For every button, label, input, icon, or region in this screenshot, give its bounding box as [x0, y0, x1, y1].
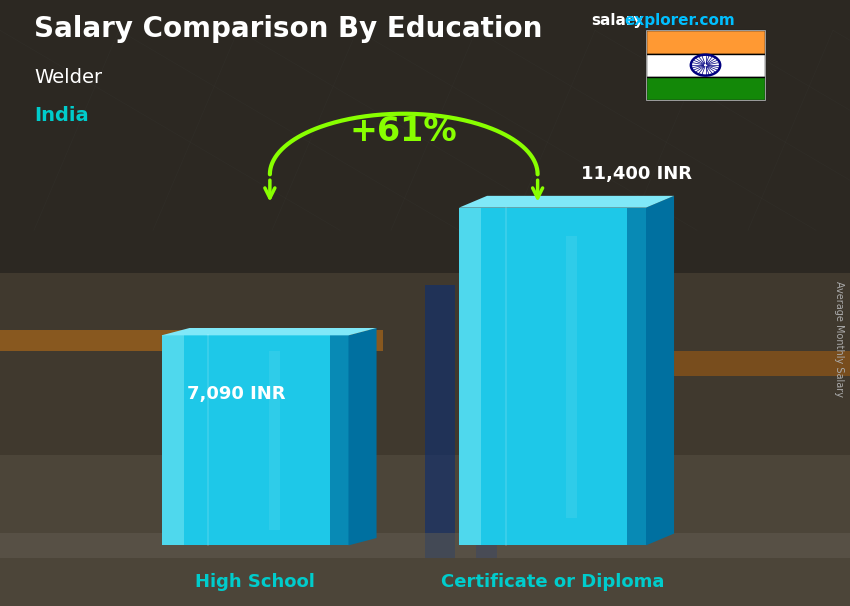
Polygon shape [330, 335, 348, 545]
Text: Average Monthly Salary: Average Monthly Salary [834, 281, 844, 398]
Polygon shape [162, 335, 348, 545]
Text: High School: High School [195, 573, 315, 591]
Text: 11,400 INR: 11,400 INR [581, 165, 692, 184]
Bar [0, 0, 850, 273]
Bar [0, 273, 850, 454]
Bar [612, 351, 850, 376]
Bar [0, 330, 382, 351]
Text: explorer.com: explorer.com [625, 13, 735, 28]
Text: salary: salary [591, 13, 643, 28]
Polygon shape [162, 335, 184, 545]
Bar [0, 454, 850, 606]
Polygon shape [459, 208, 646, 545]
Bar [0, 330, 382, 351]
Text: 7,090 INR: 7,090 INR [187, 385, 286, 403]
Bar [425, 285, 455, 558]
FancyBboxPatch shape [646, 30, 765, 53]
FancyBboxPatch shape [646, 53, 765, 77]
Polygon shape [162, 328, 377, 335]
Bar [0, 533, 850, 558]
Polygon shape [646, 196, 674, 545]
Text: Salary Comparison By Education: Salary Comparison By Education [34, 15, 542, 43]
Polygon shape [348, 328, 377, 545]
Polygon shape [459, 196, 674, 208]
Text: India: India [34, 106, 88, 125]
Polygon shape [627, 208, 646, 545]
Text: Welder: Welder [34, 68, 102, 87]
Bar [476, 327, 497, 558]
Bar [510, 351, 527, 545]
Text: +61%: +61% [350, 115, 457, 148]
Text: Certificate or Diploma: Certificate or Diploma [441, 573, 664, 591]
Polygon shape [459, 208, 481, 545]
FancyBboxPatch shape [646, 77, 765, 100]
